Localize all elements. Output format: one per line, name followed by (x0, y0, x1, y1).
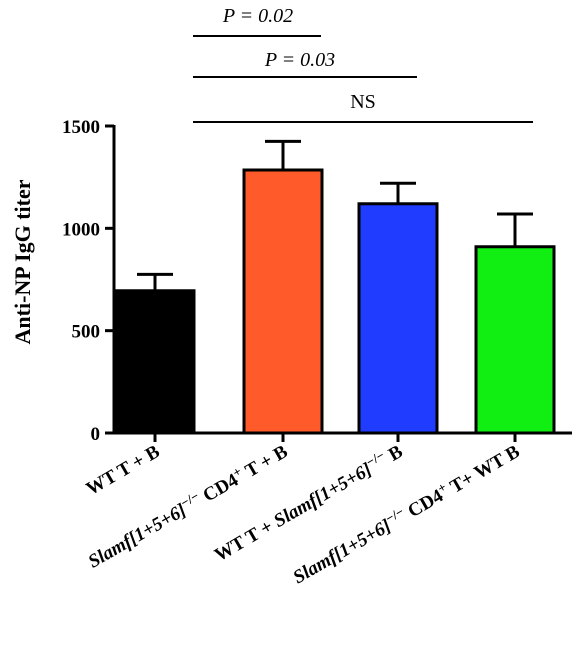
y-tick-label: 500 (72, 322, 101, 343)
bar-3 (357, 202, 439, 435)
comparison-1: P = 0.02 (193, 5, 321, 37)
error-bars-layer (137, 139, 533, 291)
comparison-label: NS (350, 91, 376, 113)
comparison-2: P = 0.03 (193, 49, 417, 78)
error-bar-2 (265, 139, 301, 171)
error-bar-3 (380, 181, 416, 204)
x-tick-label-4: Slamf[1+5+6]−/− CD4+ T+ WT B (288, 438, 524, 588)
error-bar-1 (137, 272, 173, 291)
error-bar-4 (497, 212, 533, 247)
comparison-3: NS (193, 91, 533, 123)
comparison-label: P = 0.02 (222, 5, 293, 27)
bar-2 (242, 168, 324, 435)
y-tick-label: 0 (91, 424, 101, 445)
y-tick-label: 1500 (62, 117, 100, 138)
x-tick-label-2: Slamf[1+5+6]−/− CD4+ T + B (83, 438, 292, 573)
significance-annotations: P = 0.02 P = 0.03 NS (193, 5, 533, 123)
comparison-label: P = 0.03 (264, 49, 335, 71)
x-tick-label-1: WT T + B (83, 441, 164, 500)
bars-layer (114, 168, 556, 435)
y-tick-label: 1000 (62, 219, 100, 240)
x-tick-label-3: WT T + Slamf[1+5+6]−/− B (209, 438, 406, 566)
bar-1 (114, 289, 196, 435)
bar-4 (474, 245, 556, 435)
y-axis-label: Anti-NP IgG titer (10, 179, 35, 344)
